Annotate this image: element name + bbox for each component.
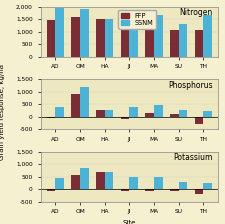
Bar bbox=[96, 110, 105, 117]
Bar bbox=[80, 9, 89, 57]
Text: Phosphorus: Phosphorus bbox=[168, 81, 213, 90]
Bar bbox=[195, 189, 203, 194]
Bar bbox=[129, 177, 138, 189]
Text: Potassium: Potassium bbox=[173, 153, 213, 162]
Bar bbox=[170, 189, 179, 191]
Text: Nitrogen: Nitrogen bbox=[180, 8, 213, 17]
Bar bbox=[71, 94, 80, 117]
Bar bbox=[71, 17, 80, 57]
Bar bbox=[154, 105, 163, 117]
Bar bbox=[195, 117, 203, 124]
Bar bbox=[154, 177, 163, 189]
Bar bbox=[203, 111, 212, 117]
Bar bbox=[55, 178, 64, 189]
Bar bbox=[80, 168, 89, 189]
Bar bbox=[129, 107, 138, 117]
Text: Grain yield response, kg/ha: Grain yield response, kg/ha bbox=[0, 64, 5, 160]
Bar bbox=[71, 175, 80, 189]
Bar bbox=[170, 114, 179, 117]
Bar bbox=[105, 19, 113, 57]
Bar bbox=[55, 107, 64, 117]
Bar bbox=[121, 189, 129, 191]
Bar bbox=[47, 117, 55, 118]
Bar bbox=[154, 15, 163, 57]
Bar bbox=[203, 15, 212, 57]
Bar bbox=[96, 172, 105, 189]
Legend: FFP, SSNM: FFP, SSNM bbox=[119, 10, 156, 29]
Bar bbox=[105, 110, 113, 117]
Bar bbox=[179, 110, 187, 117]
Bar bbox=[47, 20, 55, 57]
X-axis label: Site: Site bbox=[123, 220, 136, 224]
Bar bbox=[203, 183, 212, 189]
Bar bbox=[121, 117, 129, 119]
Bar bbox=[179, 182, 187, 189]
Bar bbox=[179, 24, 187, 57]
Bar bbox=[195, 30, 203, 57]
Bar bbox=[96, 19, 105, 57]
Bar bbox=[145, 29, 154, 57]
Bar bbox=[80, 87, 89, 117]
Bar bbox=[145, 113, 154, 117]
Bar bbox=[129, 20, 138, 57]
Bar bbox=[55, 8, 64, 57]
Bar bbox=[145, 189, 154, 191]
Bar bbox=[170, 30, 179, 57]
Bar bbox=[105, 172, 113, 189]
Bar bbox=[47, 189, 55, 191]
Bar bbox=[121, 30, 129, 57]
